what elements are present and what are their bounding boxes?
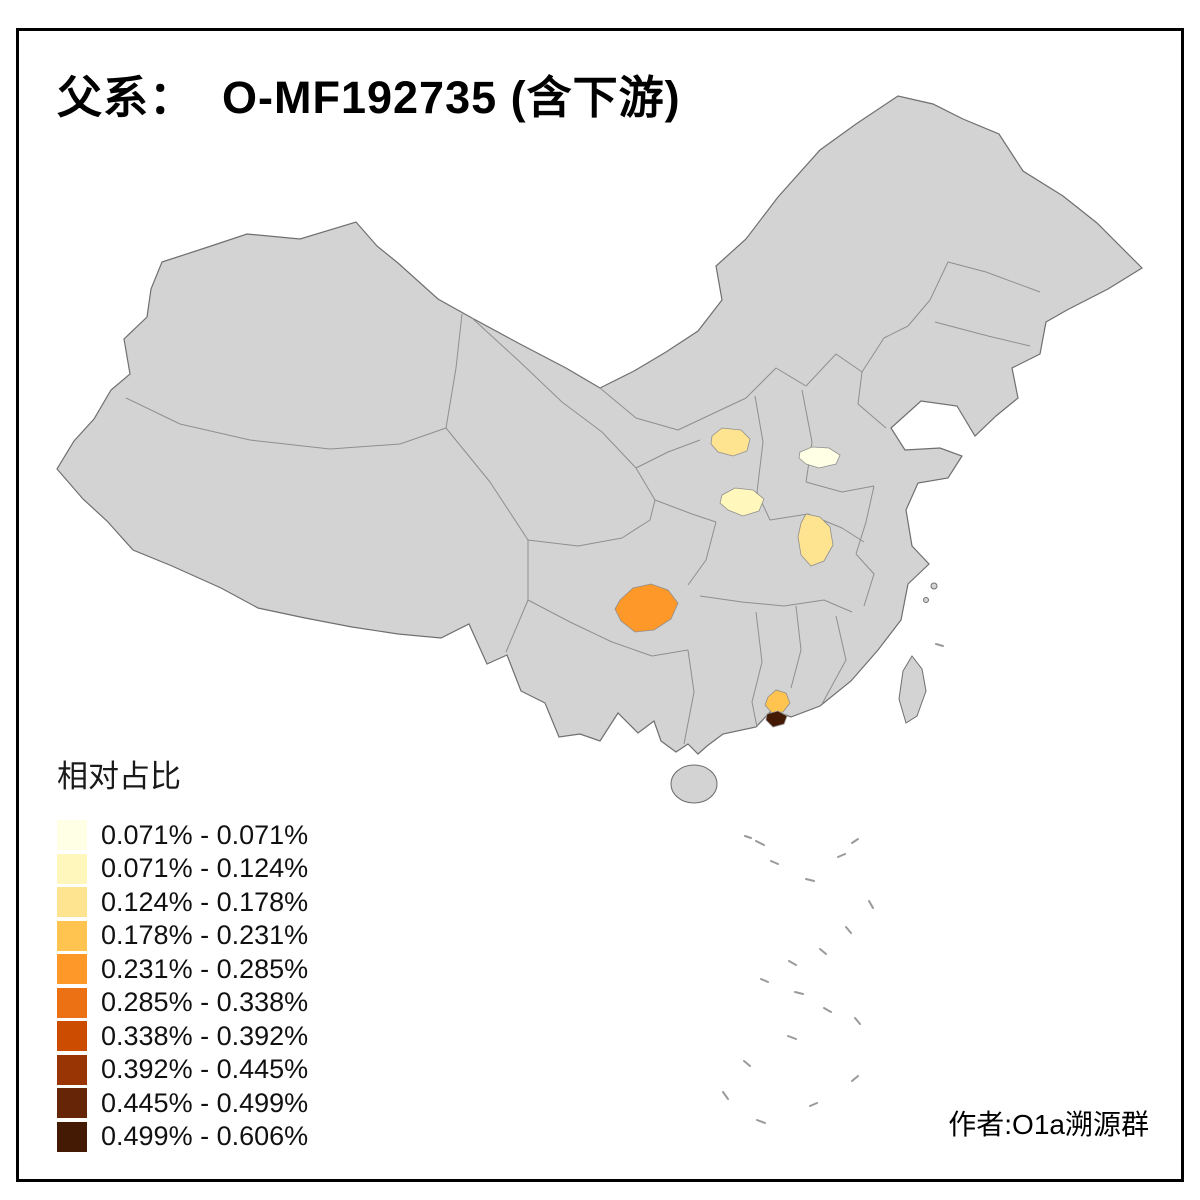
legend-swatch [57,820,87,850]
legend-label: 0.499% - 0.606% [101,1121,309,1151]
legend-swatch [57,1054,87,1085]
legend-label: 0.071% - 0.071% [101,819,309,850]
legend-row: 0.071% - 0.071% [57,820,308,850]
legend-row: 0.338% - 0.392% [57,1021,308,1051]
legend-swatch [57,920,87,951]
highlighted-regions [614,427,841,728]
page-title: 父系： O-MF192735 (含下游) [57,72,681,123]
region-guizhou [614,583,679,633]
taiwan-island [898,655,927,724]
legend-row: 0.445% - 0.499% [57,1088,308,1118]
mainland-outline [56,95,1143,755]
legend: 相对占比 0.071% - 0.071% 0.071% - 0.124% 0.124… [57,751,308,1152]
legend-label: 0.178% - 0.231% [101,920,309,950]
legend-label: 0.338% - 0.392% [101,1020,309,1051]
legend-swatch [57,987,87,1018]
legend-row: 0.178% - 0.231% [57,920,309,951]
legend-row: 0.231% - 0.285% [57,954,308,984]
region-guangdong [764,689,791,714]
legend-row: 0.285% - 0.338% [57,987,309,1018]
legend-row: 0.124% - 0.178% [57,887,308,917]
legend-swatch [57,1121,87,1152]
coastal-islet [930,582,938,590]
legend-row: 0.392% - 0.445% [57,1054,309,1085]
province-borders [125,261,1041,745]
region-pearl-river-delta [765,710,788,728]
region-shaanxi-central [710,427,751,457]
legend-label: 0.071% - 0.124% [101,853,309,883]
legend-swatch [57,1088,87,1118]
hainan-island [670,764,718,804]
legend-rows: 0.071% - 0.071% 0.071% - 0.124% 0.124% - 0… [57,820,308,1152]
map-frame: 父系： O-MF192735 (含下游) 相对占比 0.071% - 0.071… [16,28,1184,1182]
legend-title: 相对占比 [57,759,181,794]
legend-label: 0.445% - 0.499% [101,1087,309,1118]
region-north-china-plain [798,446,841,469]
legend-swatch [57,954,87,984]
region-anhui [797,513,834,567]
attribution: 作者:O1a溯源群 [948,1109,1149,1140]
legend-swatch [57,853,87,884]
legend-label: 0.392% - 0.445% [101,1054,309,1084]
south-china-sea-islets [722,643,944,1124]
legend-row: 0.499% - 0.606% [57,1121,309,1152]
legend-row: 0.071% - 0.124% [57,853,309,884]
region-shaanxi-south [719,487,765,517]
legend-label: 0.124% - 0.178% [101,886,309,917]
china-choropleth-map [56,95,1143,1124]
legend-swatch [57,1021,87,1051]
legend-swatch [57,887,87,917]
coastal-islet [923,597,929,603]
legend-label: 0.231% - 0.285% [101,953,309,984]
legend-label: 0.285% - 0.338% [101,987,309,1017]
